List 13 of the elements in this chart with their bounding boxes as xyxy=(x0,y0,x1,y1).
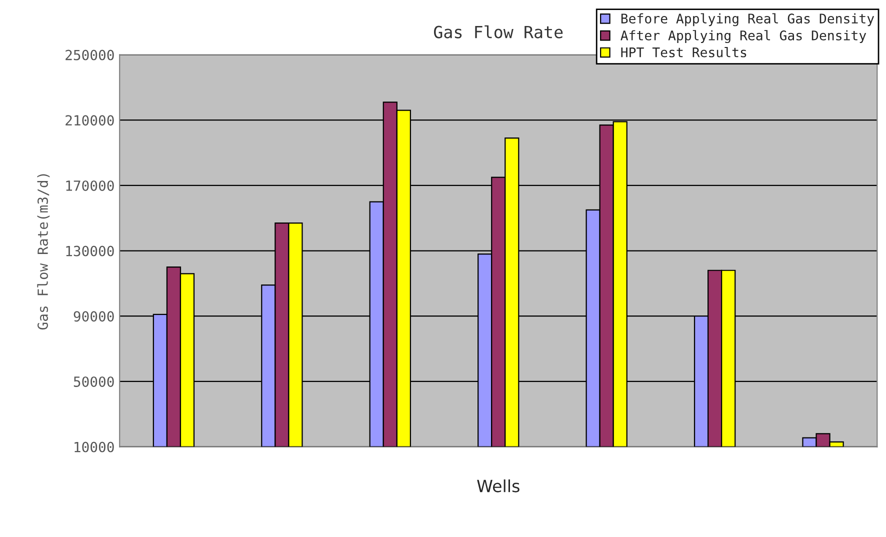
y-tick-label: 90000 xyxy=(74,311,114,322)
y-tick-label: 170000 xyxy=(66,180,114,191)
y-tick-label: 250000 xyxy=(66,50,114,60)
y-tick-label: 210000 xyxy=(66,115,114,126)
legend-label: HPT Test Results xyxy=(621,47,746,58)
x-axis-title: Wells xyxy=(477,479,520,492)
legend-label: After Applying Real Gas Density xyxy=(620,30,866,44)
y-tick-label: 10000 xyxy=(74,442,114,452)
y-tick-label: 130000 xyxy=(66,246,114,256)
chart-title: Gas Flow Rate xyxy=(434,25,563,38)
y-axis-title: Gas Flow Rate(m3/d) xyxy=(37,174,50,330)
y-tick-label: 50000 xyxy=(74,376,114,387)
legend-label: Before Applying Real Gas Density xyxy=(621,13,874,26)
